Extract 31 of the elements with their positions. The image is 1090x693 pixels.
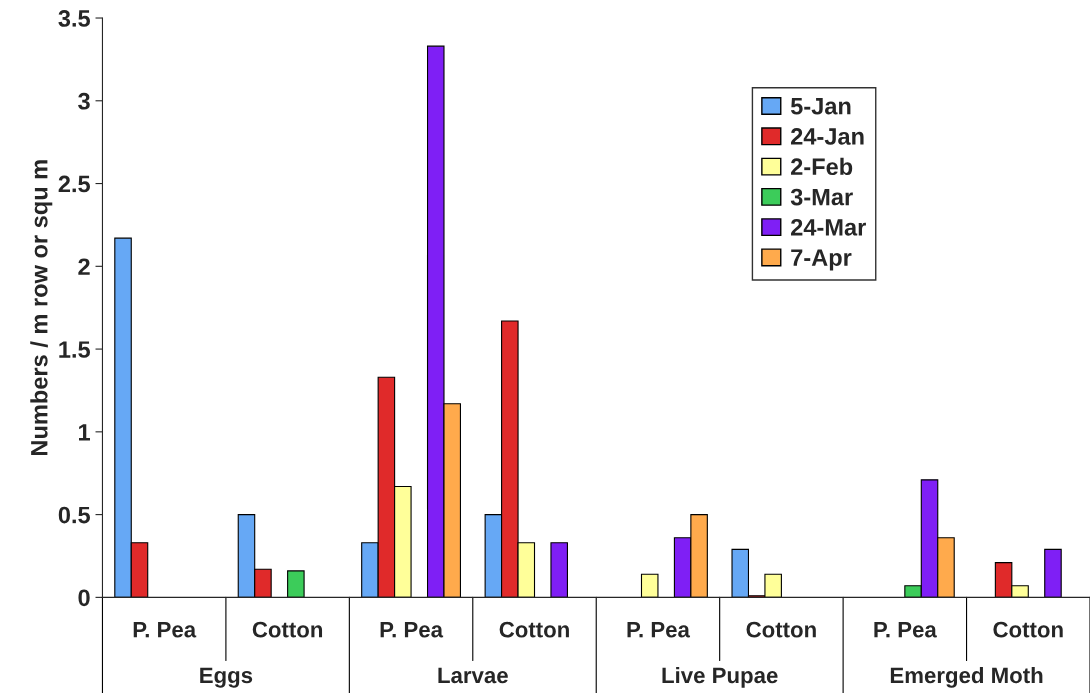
legend-label: 2-Feb — [791, 157, 853, 176]
bar — [640, 573, 659, 598]
y-tick-label: 0.5 — [58, 506, 90, 524]
x-tick-label: Cotton — [499, 621, 569, 638]
legend-label: 24-Jan — [791, 128, 864, 145]
y-tick-label: 3.5 — [58, 10, 90, 27]
x-tick-label: Cotton — [252, 621, 323, 638]
bar — [287, 570, 305, 598]
y-tick-label: 1 — [79, 424, 90, 441]
text: Emerged Moth — [890, 666, 1043, 688]
legend-label: 24-Mar — [791, 218, 866, 236]
text: Live Pupae — [662, 666, 778, 688]
text: Eggs — [200, 667, 253, 688]
y-tick-label: 3 — [78, 92, 90, 110]
x-tick-label: P. Pea — [627, 622, 691, 638]
y-tick-label: 1.5 — [59, 341, 90, 358]
y-tick-label: 2 — [78, 258, 90, 275]
x-tick-label: P. Pea — [380, 622, 444, 638]
text: Larvae — [438, 667, 508, 684]
x-tick-label: P. Pea — [133, 622, 197, 638]
legend-label: 5-Jan — [790, 98, 851, 115]
x-tick-label: Cotton — [993, 621, 1063, 638]
x-tick-label: Cotton — [746, 621, 816, 638]
x-tick-label: P. Pea — [874, 622, 937, 638]
y-tick-label: 2.5 — [58, 175, 90, 193]
bar — [1044, 548, 1062, 598]
y-axis-title: Numbers / m row or squ m — [30, 160, 53, 456]
legend-label: 3-Mar — [790, 188, 853, 206]
bar — [550, 542, 568, 598]
y-tick-label: 0 — [78, 589, 90, 607]
legend-label: 7-Apr — [791, 249, 852, 271]
